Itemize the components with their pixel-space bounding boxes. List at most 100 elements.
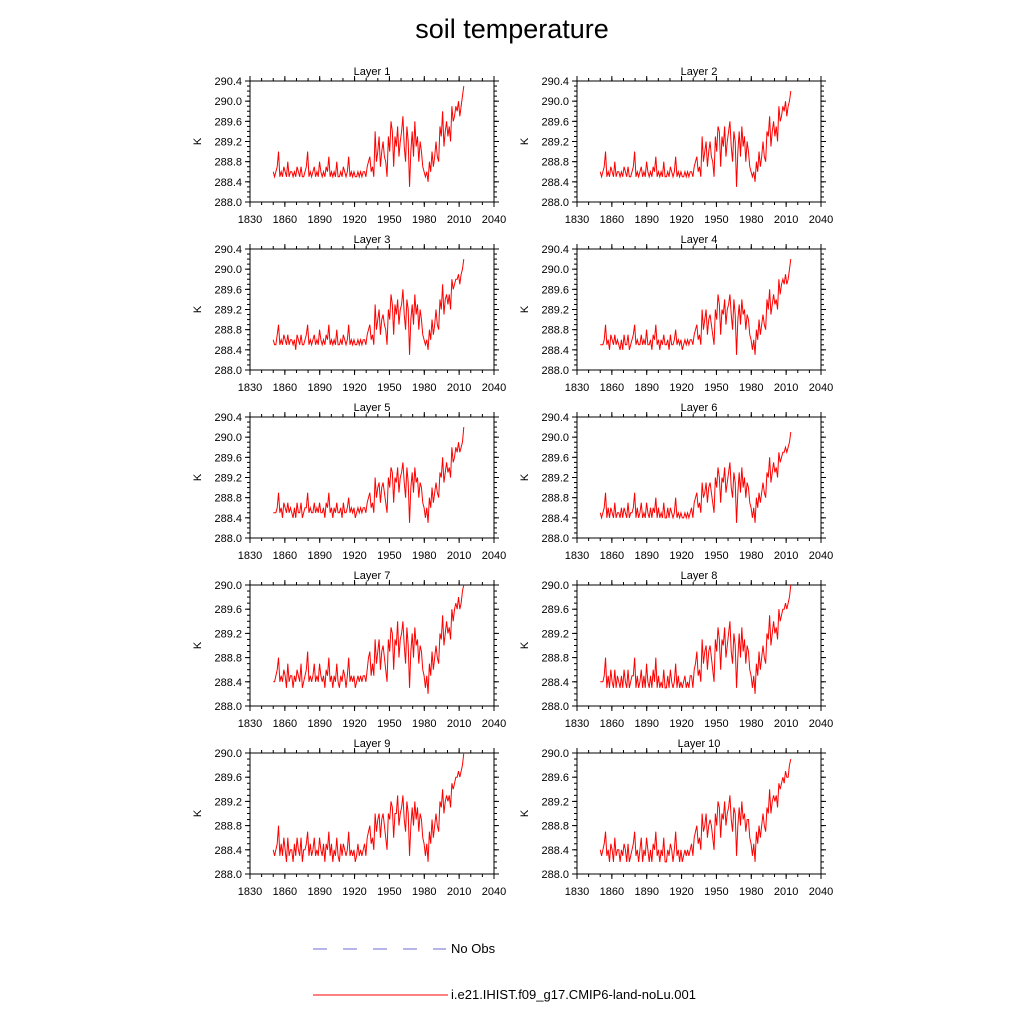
- y-axis-label: K: [519, 473, 531, 481]
- panel-title: Layer 8: [681, 570, 718, 582]
- x-tick-label: 1920: [669, 886, 693, 898]
- panel-9: Layer 9 K 290.0 289.6 289.2 288.8 288.4 288.0 18…: [192, 738, 506, 898]
- panel-1: Layer 1 K 290.4 290.0 289.6 289.2 288.8 288.4 28…: [192, 66, 506, 226]
- x-tick-label: 1860: [600, 382, 624, 394]
- x-tick-label: 2040: [809, 718, 833, 730]
- y-tick-label: 288.8: [214, 157, 242, 169]
- x-tick-label: 1950: [377, 214, 401, 226]
- y-tick-label: 290.0: [214, 264, 242, 276]
- y-tick-label: 289.2: [214, 473, 242, 485]
- y-tick-label: 290.0: [541, 96, 569, 108]
- x-tick-label: 1950: [704, 382, 728, 394]
- y-tick-label: 288.8: [214, 325, 242, 337]
- panel-title: Layer 3: [354, 234, 391, 246]
- y-tick-label: 290.0: [214, 96, 242, 108]
- x-tick-label: 2040: [482, 550, 506, 562]
- series-line: [273, 427, 465, 523]
- x-tick-label: 1830: [565, 886, 589, 898]
- x-tick-label: 1920: [669, 550, 693, 562]
- x-tick-label: 1890: [307, 214, 331, 226]
- y-tick-label: 289.6: [214, 772, 242, 784]
- y-tick-label: 288.8: [541, 653, 569, 665]
- y-tick-label: 288.0: [541, 197, 569, 209]
- x-tick-label: 1890: [307, 718, 331, 730]
- x-tick-label: 1980: [739, 382, 763, 394]
- legend-obs-label: No Obs: [451, 941, 496, 956]
- y-tick-label: 288.8: [541, 821, 569, 833]
- y-tick-label: 290.4: [541, 76, 569, 88]
- series-line: [599, 432, 792, 523]
- x-tick-label: 1980: [412, 382, 436, 394]
- x-tick-label: 1950: [704, 718, 728, 730]
- x-tick-label: 1860: [273, 718, 297, 730]
- series-line: [272, 85, 465, 187]
- x-tick-label: 1980: [412, 886, 436, 898]
- y-tick-label: 288.4: [214, 345, 242, 357]
- y-tick-label: 289.2: [541, 137, 569, 149]
- y-tick-label: 288.4: [214, 177, 242, 189]
- panel-8: Layer 8 K 290.0 289.6 289.2 288.8 288.4 288.0 18…: [519, 570, 833, 730]
- y-axis-label: K: [519, 137, 531, 145]
- plot-frame: [576, 248, 822, 371]
- x-tick-label: 2040: [809, 382, 833, 394]
- x-tick-label: 1830: [238, 550, 262, 562]
- x-tick-label: 2040: [809, 550, 833, 562]
- y-axis-label: K: [192, 641, 204, 649]
- x-tick-label: 1950: [704, 550, 728, 562]
- y-tick-label: 288.4: [541, 513, 569, 525]
- x-tick-label: 1920: [342, 718, 366, 730]
- x-tick-label: 1890: [634, 214, 658, 226]
- y-tick-label: 290.4: [541, 244, 569, 256]
- y-tick-label: 289.6: [214, 452, 242, 464]
- y-tick-label: 289.6: [541, 604, 569, 616]
- y-tick-label: 288.0: [214, 869, 242, 881]
- panel-2: Layer 2 K 290.4 290.0 289.6 289.2 288.8 288.4 28…: [519, 66, 833, 226]
- y-tick-label: 288.4: [214, 845, 242, 857]
- y-tick-label: 290.0: [541, 748, 569, 760]
- y-tick-label: 289.2: [214, 628, 242, 640]
- x-tick-label: 1980: [739, 718, 763, 730]
- panel-title: Layer 9: [354, 738, 391, 750]
- x-tick-label: 1860: [600, 550, 624, 562]
- y-tick-label: 288.8: [541, 325, 569, 337]
- x-tick-label: 1980: [739, 550, 763, 562]
- x-tick-label: 1920: [342, 550, 366, 562]
- x-tick-label: 1950: [704, 886, 728, 898]
- x-tick-label: 1980: [412, 214, 436, 226]
- y-tick-label: 289.2: [214, 305, 242, 317]
- x-tick-label: 2040: [809, 886, 833, 898]
- series-line: [272, 752, 465, 863]
- series-line: [599, 758, 792, 863]
- y-tick-label: 290.4: [214, 412, 242, 424]
- y-tick-label: 288.0: [214, 197, 242, 209]
- y-tick-label: 288.4: [541, 677, 569, 689]
- plot-frame: [576, 80, 822, 203]
- x-tick-label: 1920: [342, 382, 366, 394]
- x-tick-label: 1830: [565, 382, 589, 394]
- panel-title: Layer 2: [681, 66, 718, 78]
- x-tick-label: 2010: [774, 382, 798, 394]
- x-tick-label: 2040: [482, 382, 506, 394]
- y-tick-label: 288.4: [214, 513, 242, 525]
- y-tick-label: 290.0: [214, 580, 242, 592]
- series-line: [273, 584, 465, 694]
- x-tick-label: 1830: [238, 718, 262, 730]
- y-tick-label: 288.8: [541, 157, 569, 169]
- x-tick-label: 1890: [634, 718, 658, 730]
- x-tick-label: 1860: [600, 886, 624, 898]
- x-tick-label: 1860: [273, 886, 297, 898]
- y-tick-label: 290.0: [541, 432, 569, 444]
- y-tick-label: 289.2: [214, 137, 242, 149]
- x-tick-label: 1830: [238, 886, 262, 898]
- x-tick-label: 2040: [482, 214, 506, 226]
- plot-frame: [576, 416, 822, 539]
- x-tick-label: 2010: [774, 718, 798, 730]
- x-tick-label: 2040: [809, 214, 833, 226]
- y-tick-label: 289.6: [214, 604, 242, 616]
- x-tick-label: 1830: [565, 718, 589, 730]
- panel-3: Layer 3 K 290.4 290.0 289.6 289.2 288.8 288.4 28…: [192, 234, 506, 394]
- series-line: [599, 91, 792, 187]
- plot-frame: [249, 416, 495, 539]
- y-axis-label: K: [519, 641, 531, 649]
